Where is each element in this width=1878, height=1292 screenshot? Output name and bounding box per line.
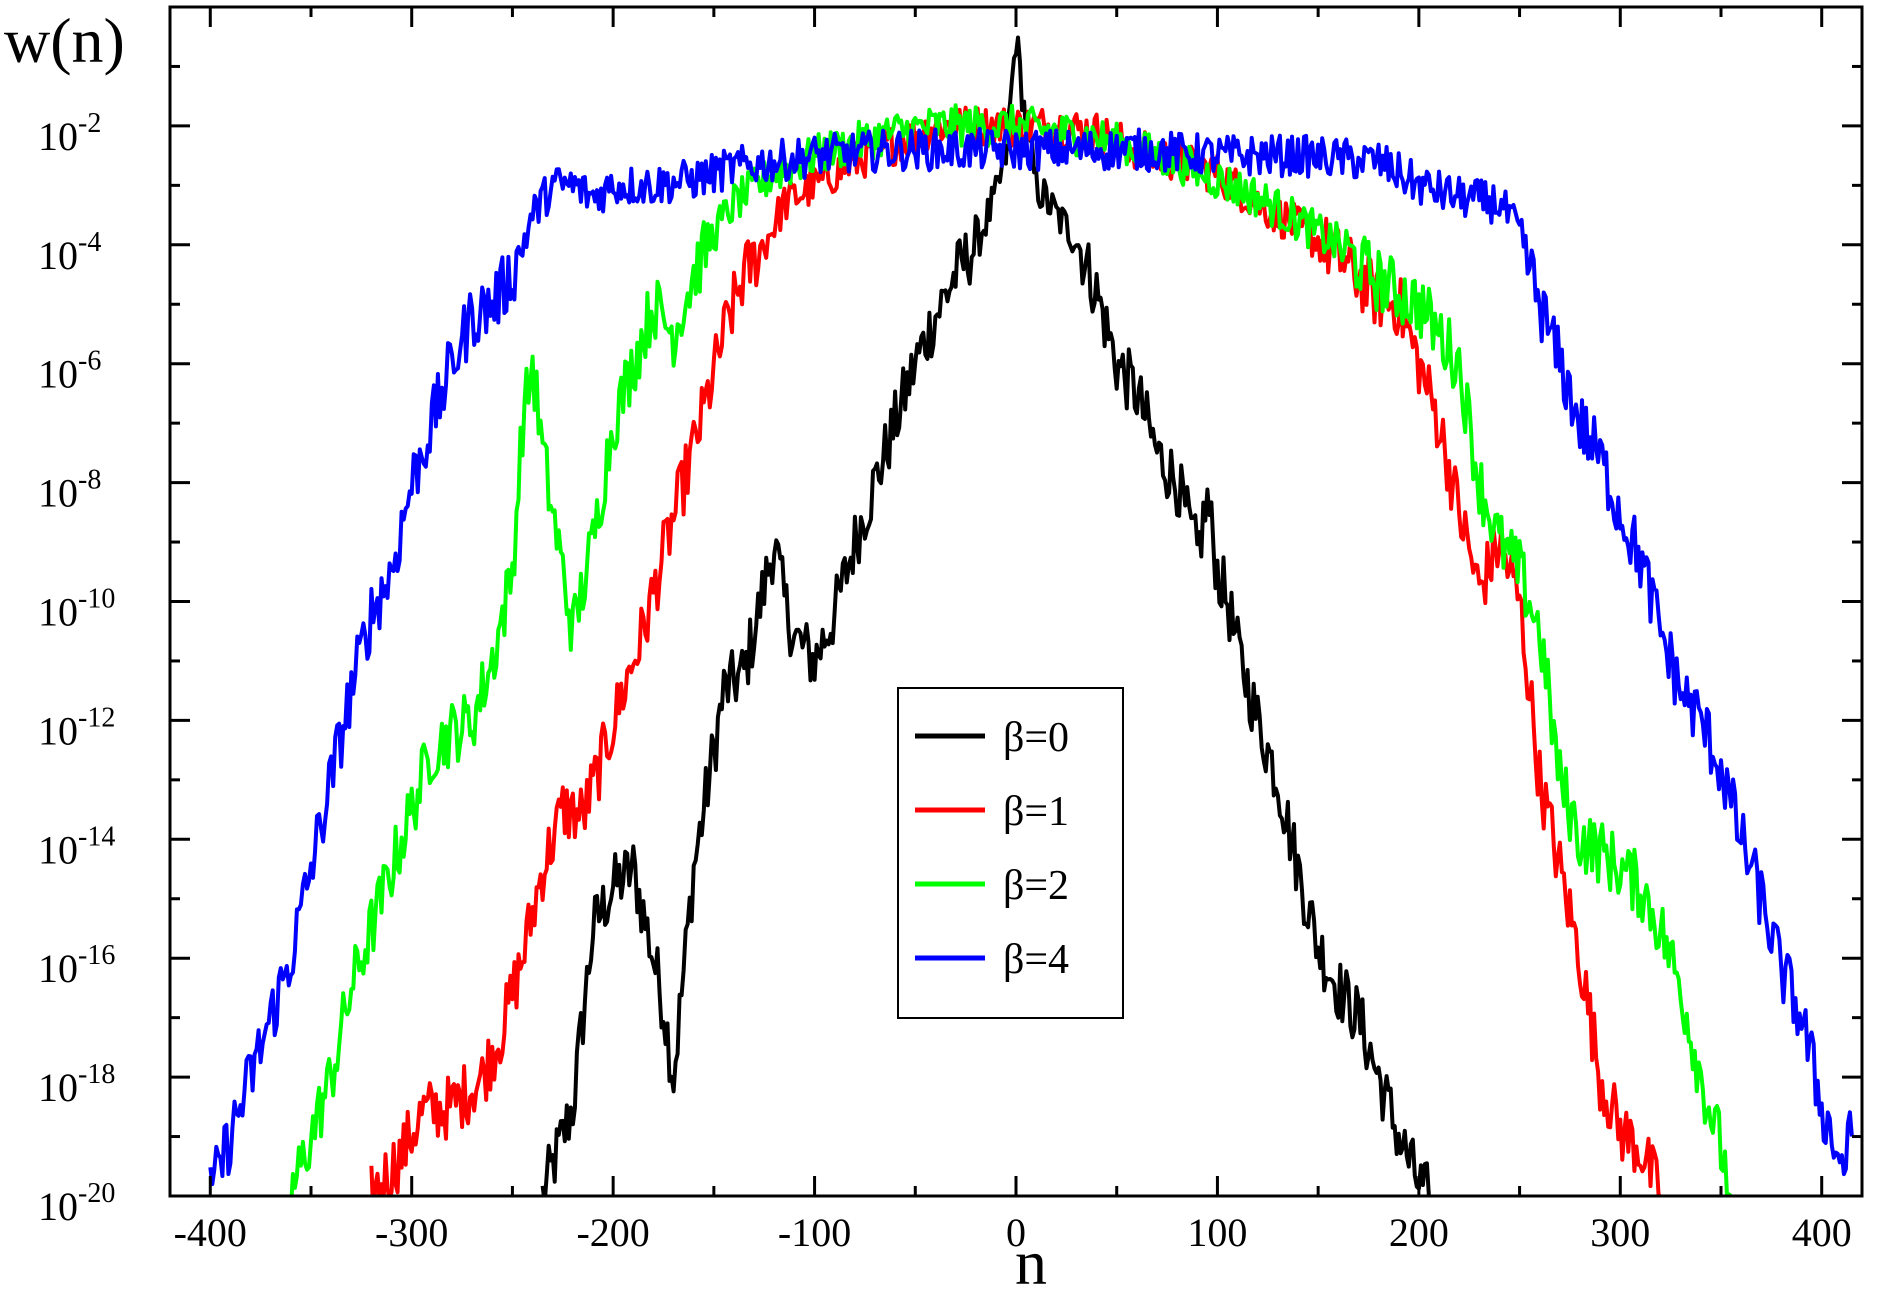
y-axis-label: w(n)	[4, 5, 125, 76]
y-tick-label: 10-6	[38, 346, 101, 397]
legend-label: β=1	[1003, 789, 1069, 835]
x-tick-label: 400	[1792, 1210, 1852, 1255]
x-tick-label: -100	[778, 1210, 851, 1255]
legend-label: β=4	[1003, 937, 1069, 983]
y-tick-label: 10-4	[38, 227, 101, 278]
y-tick-label: 10-16	[38, 940, 115, 991]
y-tick-label: 10-12	[38, 702, 115, 753]
series-line-0	[540, 35, 1431, 1196]
series-layer	[208, 35, 1854, 1196]
series-line-2	[289, 103, 1733, 1196]
y-tick-label: 10-18	[38, 1059, 115, 1110]
x-tick-label: 200	[1389, 1210, 1449, 1255]
legend-box	[897, 687, 1124, 1019]
series-line-3	[208, 126, 1854, 1187]
series-line-1	[369, 105, 1661, 1196]
y-tick-label: 10-20	[38, 1178, 115, 1229]
x-tick-label: 0	[1006, 1210, 1026, 1255]
legend: β=0 β=1 β=2 β=4	[897, 687, 1124, 1019]
x-tick-label: 300	[1590, 1210, 1650, 1255]
legend-label: β=2	[1003, 863, 1069, 909]
ticks-layer: -400 -300 -200 -100 0 100 200 300 400 10-2 10-4 10-…	[38, 7, 1862, 1255]
x-tick-label: -400	[174, 1210, 247, 1255]
y-tick-label: 10-10	[38, 584, 115, 635]
legend-label: β=0	[1003, 715, 1069, 761]
x-tick-label: -200	[576, 1210, 649, 1255]
x-axis-label: n	[1015, 1227, 1047, 1292]
y-tick-label: 10-2	[38, 108, 101, 159]
x-tick-label: 100	[1187, 1210, 1247, 1255]
y-tick-label: 10-14	[38, 821, 115, 872]
y-tick-label: 10-8	[38, 465, 101, 516]
x-tick-label: -300	[375, 1210, 448, 1255]
